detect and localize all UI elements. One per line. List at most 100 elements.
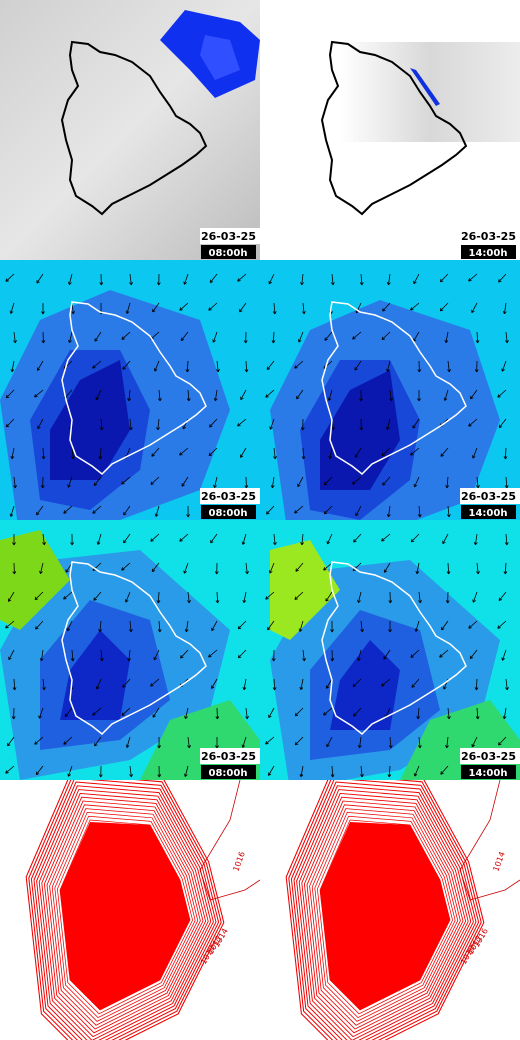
isobar bbox=[199, 780, 260, 901]
wind-arrowhead bbox=[323, 567, 327, 571]
wind-arrowhead bbox=[417, 398, 421, 402]
wind-arrow bbox=[179, 533, 189, 542]
wind-arrow bbox=[211, 678, 218, 689]
wind-arrow bbox=[92, 360, 102, 369]
wind-arrowhead bbox=[152, 714, 156, 718]
wind-arrow bbox=[6, 418, 15, 428]
wind-arrow bbox=[468, 620, 478, 629]
wind-arrowhead bbox=[243, 340, 248, 344]
wind-arrowhead bbox=[10, 455, 15, 460]
wind-arrowhead bbox=[151, 568, 156, 573]
wind-arrow bbox=[505, 331, 508, 343]
wind-arrow bbox=[353, 707, 362, 717]
wind-arrowhead bbox=[208, 654, 212, 658]
wind-arrowhead bbox=[215, 600, 220, 604]
wind-arrowhead bbox=[71, 456, 75, 460]
wind-arrowhead bbox=[240, 454, 244, 458]
wind-arrowhead bbox=[360, 629, 364, 633]
wind-arrow bbox=[411, 678, 420, 688]
wind-arrowhead bbox=[389, 398, 393, 402]
wind-arrow bbox=[208, 302, 218, 311]
wind-arrow bbox=[447, 360, 450, 372]
wind-arrowhead bbox=[128, 427, 133, 431]
map-panel: 26-03-25 14:00h bbox=[260, 520, 520, 780]
wind-arrowhead bbox=[357, 657, 361, 661]
wind-arrow bbox=[179, 302, 189, 311]
wind-arrowhead bbox=[353, 539, 357, 543]
wind-arrowhead bbox=[471, 309, 475, 314]
wind-arrowhead bbox=[294, 365, 298, 369]
wind-arrow bbox=[151, 562, 160, 572]
wind-arrowhead bbox=[63, 510, 67, 514]
wind-arrow bbox=[498, 273, 507, 283]
wind-arrow bbox=[237, 418, 247, 427]
wind-arrowhead bbox=[357, 744, 362, 749]
isobar bbox=[25, 780, 225, 1040]
wind-arrowhead bbox=[415, 570, 420, 575]
wind-arrowhead bbox=[39, 570, 43, 574]
wind-arrowhead bbox=[157, 398, 162, 402]
wind-arrowhead bbox=[42, 542, 46, 546]
wind-arrow bbox=[381, 331, 391, 340]
isobar bbox=[41, 792, 209, 1038]
wind-arrowhead bbox=[95, 396, 100, 401]
field-band bbox=[330, 640, 400, 730]
wind-arrowhead bbox=[359, 398, 363, 402]
wind-arrow bbox=[476, 562, 479, 574]
wind-arrow bbox=[352, 476, 362, 485]
wind-arrowhead bbox=[214, 571, 219, 575]
wind-arrowhead bbox=[418, 600, 422, 604]
wind-arrow bbox=[93, 591, 102, 601]
wind-arrow bbox=[272, 331, 275, 344]
wind-arrow bbox=[152, 302, 160, 313]
wind-arrow bbox=[295, 562, 304, 572]
wind-arrowhead bbox=[244, 485, 249, 489]
wind-arrow bbox=[502, 649, 507, 661]
map-panel: 26-03-25 14:00h bbox=[260, 0, 520, 260]
wind-arrow bbox=[323, 476, 333, 486]
wind-arrowhead bbox=[151, 453, 155, 457]
wind-arrowhead bbox=[36, 511, 40, 516]
date-label: 26-03-25 bbox=[461, 750, 516, 763]
pressure-core bbox=[320, 822, 450, 1010]
wind-arrow bbox=[381, 533, 391, 542]
date-label: 26-03-25 bbox=[201, 490, 256, 503]
wind-arrow bbox=[123, 505, 131, 516]
wind-arrow bbox=[210, 533, 218, 544]
wind-arrow bbox=[100, 418, 103, 430]
wind-arrow bbox=[245, 562, 248, 574]
wind-arrowhead bbox=[443, 686, 447, 690]
wind-arrowhead bbox=[443, 397, 448, 401]
wind-arrowhead bbox=[38, 715, 42, 719]
wind-arrowhead bbox=[294, 596, 298, 600]
wind-arrow bbox=[389, 389, 392, 401]
wind-arrowhead bbox=[185, 369, 190, 373]
wind-arrowhead bbox=[121, 481, 125, 485]
wind-arrow bbox=[383, 649, 391, 660]
wind-arrow bbox=[470, 389, 478, 400]
wind-arrow bbox=[411, 533, 420, 543]
wind-arrow bbox=[180, 331, 189, 341]
wind-arrow bbox=[151, 447, 160, 457]
wind-arrowhead bbox=[128, 629, 133, 633]
wind-arrowhead bbox=[323, 712, 327, 716]
wind-arrowhead bbox=[265, 596, 269, 600]
wind-arrow bbox=[440, 765, 449, 775]
wind-arrow bbox=[10, 302, 15, 314]
wind-arrowhead bbox=[68, 281, 72, 285]
wind-arrowhead bbox=[152, 308, 156, 313]
wind-arrowhead bbox=[297, 483, 301, 488]
wind-arrowhead bbox=[64, 713, 69, 717]
wind-arrow bbox=[13, 476, 16, 488]
wind-arrowhead bbox=[381, 336, 386, 341]
wind-arrow bbox=[63, 591, 73, 600]
wind-arrowhead bbox=[410, 307, 414, 311]
wind-arrow bbox=[100, 649, 103, 661]
isobar bbox=[459, 780, 520, 901]
wind-arrowhead bbox=[359, 427, 364, 431]
wind-arrowhead bbox=[302, 311, 306, 315]
wind-arrowhead bbox=[245, 716, 249, 720]
wind-arrow bbox=[357, 649, 362, 661]
wind-arrowhead bbox=[417, 514, 422, 518]
wind-arrow bbox=[242, 533, 247, 545]
